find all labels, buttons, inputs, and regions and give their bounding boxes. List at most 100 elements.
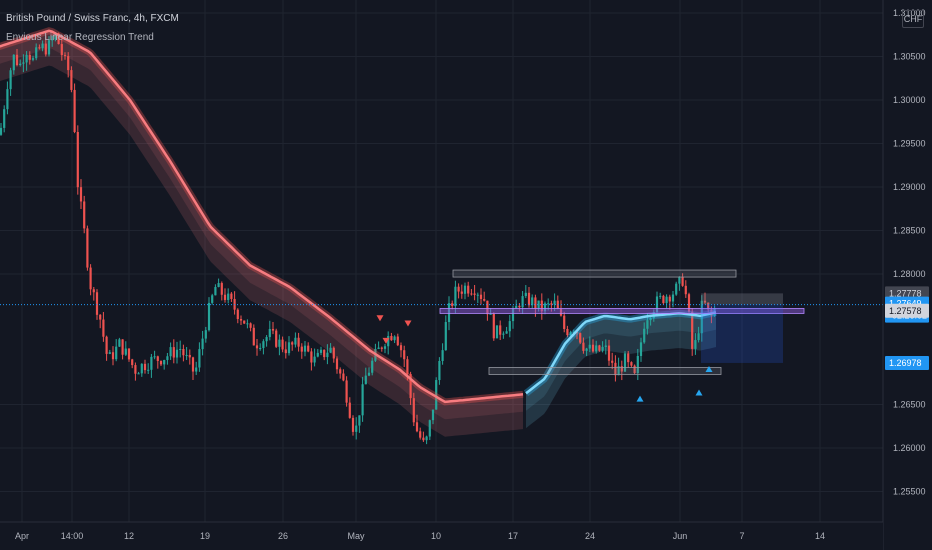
candle [390, 332, 393, 341]
candle-body [271, 329, 275, 331]
candle-body [227, 293, 230, 300]
candle-body [297, 337, 300, 347]
candle-body [438, 360, 441, 381]
candle-body [159, 360, 163, 365]
candle-body [188, 354, 191, 358]
candle [342, 369, 345, 382]
candle [614, 355, 617, 382]
candle [620, 360, 623, 381]
candle [76, 125, 79, 195]
candle-body [275, 330, 278, 347]
candle [131, 358, 134, 369]
price-tick-label: 1.25500 [893, 487, 926, 497]
support-zone [488, 367, 722, 375]
candle-body [268, 329, 271, 338]
price-tick-label: 1.28500 [893, 226, 926, 236]
price-label: 1.27578 [889, 306, 922, 316]
candle-body [582, 342, 585, 351]
time-axis-bg [0, 522, 883, 550]
candle-body [547, 303, 550, 305]
candle-body [419, 431, 422, 438]
candle-body [611, 360, 614, 363]
candle-body [665, 296, 668, 304]
candle-body [137, 373, 140, 375]
candle-body [671, 294, 675, 302]
candle-body [585, 348, 588, 351]
candle [278, 334, 281, 356]
candle-body [143, 363, 147, 371]
candle [227, 288, 230, 304]
candle-body [630, 362, 633, 366]
candle-body [262, 341, 265, 349]
candle-body [348, 402, 351, 418]
candle [41, 40, 44, 52]
candle [326, 344, 329, 365]
candle [332, 346, 335, 363]
candle [303, 341, 307, 357]
candle-body [35, 47, 38, 59]
candle-body [476, 294, 479, 296]
candle [6, 81, 9, 115]
candle-body [73, 89, 76, 133]
candle [665, 294, 668, 309]
time-axis[interactable]: Apr 14:00 12 19 26 May 10 17 24 Jun 7 14 [0, 521, 883, 550]
candle [479, 288, 483, 305]
candle [67, 52, 70, 78]
candle-body [537, 300, 540, 309]
candle [425, 435, 428, 445]
candle [403, 345, 406, 367]
candle [44, 35, 47, 57]
candle-body [255, 345, 259, 349]
candle-body [444, 322, 447, 351]
candle-body [463, 285, 467, 294]
candle-body [204, 330, 207, 339]
candle [540, 293, 543, 320]
candle-body [364, 375, 367, 385]
candle [38, 44, 41, 50]
candle-body [323, 349, 326, 358]
candle [630, 361, 633, 368]
candle-body [345, 380, 348, 403]
candle [505, 326, 508, 334]
candle [431, 409, 435, 425]
candle [143, 359, 147, 374]
candle [457, 283, 460, 299]
candle-body [396, 336, 399, 346]
candle-body [15, 54, 19, 66]
candle [422, 431, 425, 442]
candle-body [291, 342, 294, 345]
candle-body [668, 296, 671, 302]
price-axis[interactable]: 1.31000 1.30500 1.30000 1.29500 1.29000 1.285… [882, 0, 932, 550]
candle [9, 67, 12, 96]
candle-body [281, 339, 284, 350]
candle-body [223, 294, 227, 300]
candle-body [703, 300, 707, 303]
candle-body [79, 187, 83, 202]
candle [639, 337, 643, 362]
candle [294, 332, 297, 348]
currency-button[interactable]: CHF [902, 10, 924, 28]
candle [678, 276, 681, 291]
regression-line-bear [0, 29, 524, 404]
candle [166, 352, 169, 365]
candle-body [518, 305, 521, 308]
candle [191, 356, 195, 381]
candle [335, 356, 339, 374]
candle-body [342, 373, 345, 381]
candle [380, 346, 383, 352]
candle-body [179, 348, 182, 350]
candle-body [457, 286, 460, 292]
candle-body [115, 346, 118, 360]
candle-body [335, 358, 339, 370]
candle [275, 328, 278, 348]
candle-body [521, 296, 524, 308]
candle [364, 367, 367, 385]
candle [585, 347, 588, 357]
candle-body [175, 349, 179, 358]
candle [339, 367, 342, 379]
candle-body [259, 348, 262, 350]
candle-body [163, 360, 166, 365]
indicator-label[interactable]: Envious Linear Regression Trend [6, 32, 154, 43]
candle-body [636, 355, 639, 374]
